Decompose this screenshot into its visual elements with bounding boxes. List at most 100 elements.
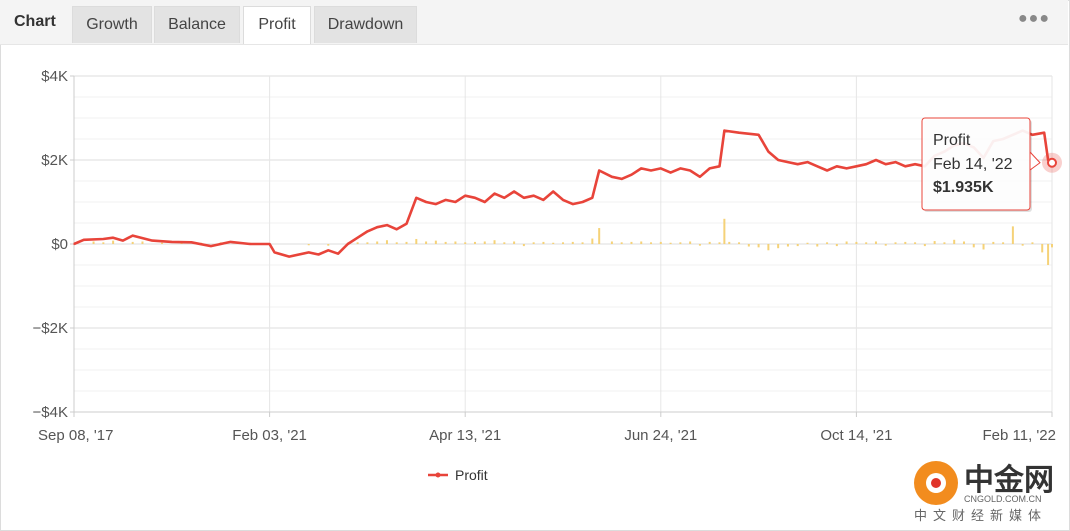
profit-point <box>723 129 726 132</box>
profit-point <box>571 203 574 205</box>
daily-bar <box>522 244 525 247</box>
daily-bar <box>395 242 398 244</box>
tab-drawdown[interactable]: Drawdown <box>314 6 417 43</box>
profit-point <box>1031 134 1034 136</box>
more-dots-icon[interactable]: ●●● <box>1018 10 1050 27</box>
watermark-title: 中金网 <box>964 463 1054 497</box>
daily-bar <box>689 241 692 244</box>
profit-point <box>650 169 652 172</box>
y-tick-label: $2K <box>41 152 68 169</box>
profit-point <box>796 163 799 165</box>
daily-bar <box>630 241 633 244</box>
tab-growth[interactable]: Growth <box>72 6 152 43</box>
profit-point <box>366 230 369 233</box>
profit-point <box>288 255 290 258</box>
profit-point <box>356 236 359 239</box>
daily-bar <box>962 241 965 244</box>
profit-point <box>273 251 276 254</box>
daily-bar <box>826 242 829 244</box>
daily-bar <box>728 241 731 244</box>
x-tick-label: Sep 08, '17 <box>38 427 113 444</box>
profit-point <box>523 197 525 199</box>
daily-bar <box>92 241 95 244</box>
profit-point <box>757 134 760 136</box>
daily-bar <box>874 241 877 244</box>
profit-point <box>337 252 339 255</box>
profit-point <box>386 224 388 226</box>
tab-drawdown-label: Drawdown <box>327 16 404 33</box>
daily-bar <box>1031 242 1034 244</box>
daily-bar <box>894 242 897 244</box>
profit-point <box>875 159 877 161</box>
profit-point <box>151 239 154 242</box>
legend-label[interactable]: Profit <box>455 467 488 483</box>
profit-point <box>884 163 887 165</box>
tab-profit[interactable]: Profit <box>243 6 311 44</box>
profit-point <box>405 223 408 225</box>
daily-bar <box>532 242 535 244</box>
profit-point <box>376 226 378 228</box>
x-tick-label: Jun 24, '21 <box>624 427 697 444</box>
daily-bar <box>376 241 379 244</box>
daily-bar <box>855 241 858 244</box>
daily-bar <box>581 242 584 244</box>
profit-point <box>816 165 819 168</box>
tab-balance[interactable]: Balance <box>154 6 240 43</box>
profit-point <box>738 131 740 134</box>
profit-point <box>836 165 838 168</box>
profit-point <box>591 197 594 199</box>
daily-bar <box>307 244 310 246</box>
profit-point-active[interactable] <box>1047 157 1057 168</box>
daily-bar <box>943 242 946 244</box>
profit-point <box>640 167 643 170</box>
profit-point <box>131 234 134 237</box>
daily-bar <box>914 242 917 244</box>
daily-bar <box>904 241 907 244</box>
daily-bar <box>738 242 741 244</box>
daily-bar <box>112 240 115 244</box>
profit-point <box>82 239 85 241</box>
profit-point <box>112 236 114 239</box>
profit-point <box>767 150 770 153</box>
profit-point <box>914 163 916 165</box>
profit-point <box>464 194 467 197</box>
profit-point <box>542 199 545 201</box>
daily-bar <box>845 241 848 244</box>
daily-bar <box>982 244 985 250</box>
profit-point <box>268 243 271 245</box>
daily-bar <box>708 241 711 244</box>
profit-point <box>865 163 867 165</box>
daily-bar <box>1041 244 1044 253</box>
daily-bar <box>425 241 428 244</box>
profit-point <box>171 241 173 243</box>
profit-point <box>210 245 212 247</box>
profit-point <box>689 169 691 172</box>
x-tick-label: Apr 13, '21 <box>429 427 501 444</box>
profit-point <box>425 201 427 203</box>
daily-bar <box>835 244 838 247</box>
watermark-domain: CNGOLD.COM.CN <box>964 494 1042 504</box>
profit-point <box>122 239 124 242</box>
tab-growth-label: Growth <box>86 16 138 33</box>
profit-point <box>611 176 613 178</box>
profit-point <box>787 161 789 163</box>
profit-point <box>669 171 672 174</box>
profit-point <box>493 192 496 195</box>
daily-bar <box>1021 244 1024 246</box>
profit-point <box>347 243 349 245</box>
daily-bar <box>659 241 662 244</box>
daily-bar <box>786 244 789 247</box>
tooltip-series: Profit <box>933 132 971 149</box>
daily-bar <box>415 238 418 244</box>
profit-point <box>904 165 907 168</box>
legend-marker-icon <box>435 472 441 478</box>
profit-point <box>660 167 662 170</box>
daily-bar <box>473 241 476 244</box>
daily-bar <box>405 241 408 244</box>
daily-bar <box>723 218 726 244</box>
profit-point <box>1043 131 1045 134</box>
daily-bar <box>923 244 926 247</box>
profit-point <box>395 228 398 231</box>
daily-bar <box>777 244 780 249</box>
